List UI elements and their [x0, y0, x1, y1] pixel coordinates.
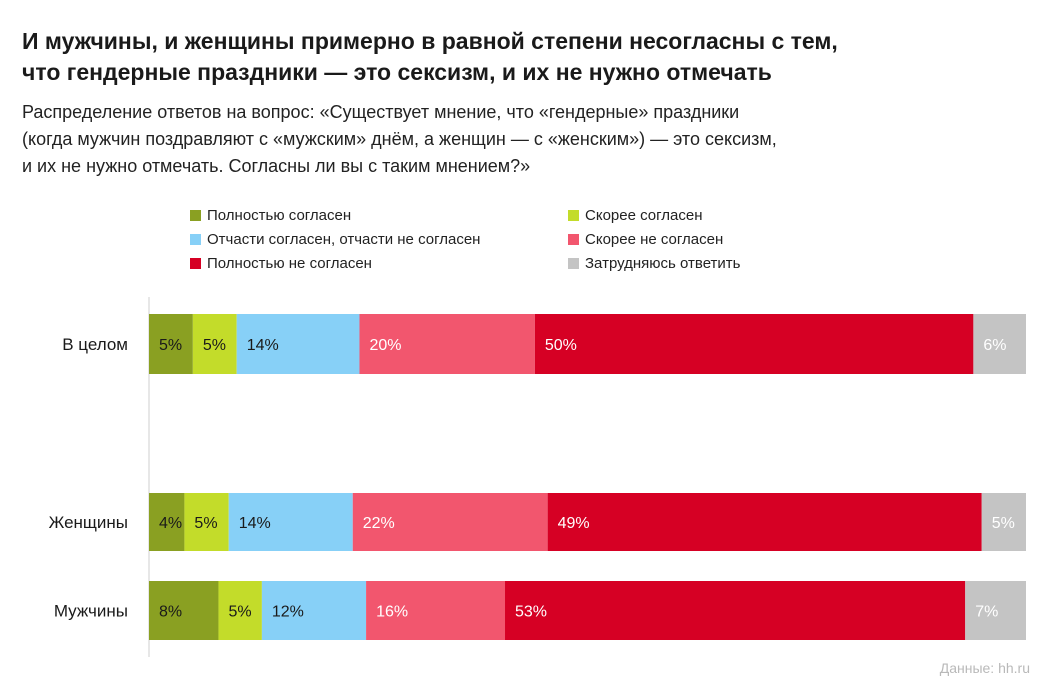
legend-label-rather-disagree: Скорее не согласен	[585, 231, 724, 248]
bar-segment-full-agree	[149, 314, 193, 374]
bar-segment-full-agree	[149, 493, 185, 551]
bar-segment-rather-disagree	[366, 581, 506, 640]
legend-item-hard-to-say: Затрудняюсь ответить	[568, 255, 740, 273]
data-label-rather-disagree: 20%	[369, 337, 401, 354]
bar-segment-rather-agree	[192, 314, 237, 374]
data-label-full-agree: 8%	[159, 604, 182, 621]
chart-title-line-1: И мужчины, и женщины примерно в равной с…	[22, 28, 838, 54]
data-label-hard-to-say: 7%	[975, 604, 998, 621]
bar-segment-hard-to-say	[981, 493, 1026, 551]
legend-label-rather-agree: Скорее согласен	[585, 207, 703, 224]
data-label-full-disagree: 53%	[515, 604, 547, 621]
bar-segment-partly	[236, 314, 360, 374]
legend-item-rather-agree: Скорее согласен	[568, 207, 702, 225]
bar-segment-rather-agree	[218, 581, 262, 640]
legend-label-full-disagree: Полностью не согласен	[207, 255, 372, 272]
data-label-rather-agree: 5%	[194, 515, 217, 532]
bar-segment-partly	[261, 581, 367, 640]
legend-item-rather-disagree: Скорее не согласен	[568, 231, 723, 249]
data-label-partly: 12%	[272, 604, 304, 621]
legend-item-partly: Отчасти согласен, отчасти не согласен	[190, 231, 480, 249]
legend-label-partly: Отчасти согласен, отчасти не согласен	[207, 231, 481, 248]
chart-title-line-2: что гендерные праздники — это сексизм, и…	[22, 59, 772, 85]
bar-segment-full-disagree	[534, 314, 974, 374]
bar-segment-hard-to-say	[965, 581, 1026, 640]
data-label-rather-agree: 5%	[203, 337, 226, 354]
bar-segment-partly	[228, 493, 353, 551]
chart-title: И мужчины, и женщины примерно в равной с…	[22, 26, 1012, 88]
data-label-full-agree: 4%	[159, 515, 182, 532]
chart-subtitle-line-1: Распределение ответов на вопрос: «Сущест…	[22, 102, 740, 122]
bar-segment-hard-to-say	[973, 314, 1026, 374]
bar-segment-full-agree	[149, 581, 219, 640]
data-label-partly: 14%	[247, 337, 279, 354]
category-label: В целом	[62, 335, 128, 354]
data-label-partly: 14%	[239, 515, 271, 532]
bar-segment-rather-disagree	[359, 314, 535, 374]
bar-segment-full-disagree	[505, 581, 966, 640]
legend-swatch-rather-disagree	[568, 234, 579, 245]
legend-swatch-rather-agree	[568, 210, 579, 221]
bar-segment-full-disagree	[547, 493, 982, 551]
data-source-note: Данные: hh.ru	[939, 660, 1030, 676]
chart-subtitle-line-3: и их не нужно отмечать. Согласны ли вы с…	[22, 156, 531, 176]
data-label-rather-disagree: 22%	[363, 515, 395, 532]
data-label-rather-disagree: 16%	[376, 604, 408, 621]
legend-swatch-full-disagree	[190, 258, 201, 269]
legend-swatch-hard-to-say	[568, 258, 579, 269]
data-label-rather-agree: 5%	[228, 604, 251, 621]
legend-swatch-full-agree	[190, 210, 201, 221]
data-label-full-agree: 5%	[159, 337, 182, 354]
legend-label-full-agree: Полностью согласен	[207, 207, 352, 224]
legend-label-hard-to-say: Затрудняюсь ответить	[585, 255, 741, 272]
data-label-full-disagree: 49%	[558, 515, 590, 532]
chart-subtitle: Распределение ответов на вопрос: «Сущест…	[22, 99, 1022, 180]
chart-subtitle-line-2: (когда мужчин поздравляют с «мужским» дн…	[22, 129, 777, 149]
bar-segment-rather-disagree	[352, 493, 548, 551]
category-label: Мужчины	[54, 602, 128, 621]
data-label-full-disagree: 50%	[545, 337, 577, 354]
legend-item-full-agree: Полностью согласен	[190, 207, 351, 225]
data-label-hard-to-say: 6%	[983, 337, 1006, 354]
bar-segment-rather-agree	[184, 493, 229, 551]
data-label-hard-to-say: 5%	[992, 515, 1015, 532]
category-label: Женщины	[49, 513, 128, 532]
legend-swatch-partly	[190, 234, 201, 245]
legend-item-full-disagree: Полностью не согласен	[190, 255, 372, 273]
